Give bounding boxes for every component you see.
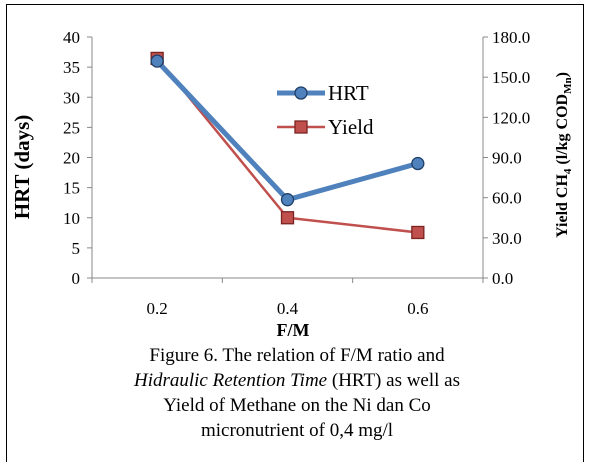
caption-line-3: Yield of Methane on the Ni dan Co [163, 395, 431, 416]
point-hrt [411, 156, 425, 171]
axes [91, 37, 484, 279]
legend: HRT Yield [277, 81, 374, 139]
caption-line-4: micronutrient of 0,4 mg/l [200, 420, 394, 441]
legend-label-yield: Yield [328, 115, 374, 139]
x-tick-label: 0.6 [407, 299, 428, 318]
figure-caption: Figure 6. The relation of F/M ratio and … [60, 343, 534, 443]
caption-line-2-rest: (HRT) as well as [327, 370, 461, 391]
y-ticks: 0 5 10 15 20 25 30 35 40 [63, 28, 92, 288]
y2-label-end: ) [554, 72, 571, 77]
y2-label-sub2: Mn [562, 77, 574, 94]
point-yield [280, 211, 295, 225]
y-tick-label: 20 [63, 149, 80, 168]
series-line-yield [156, 57, 418, 234]
y-axis-label: HRT (days) [10, 115, 34, 219]
legend-label-hrt: HRT [328, 81, 369, 105]
point-hrt [280, 193, 295, 207]
y2-label-mid: (l/kg COD [554, 94, 571, 169]
y-tick-label: 0 [72, 269, 81, 288]
y2-tick-label: 90.0 [492, 149, 522, 168]
caption-line-1: Figure 6. The relation of F/M ratio and [149, 345, 445, 366]
y2-tick-label: 120.0 [492, 108, 530, 127]
point-yield [411, 225, 425, 240]
x-ticks: 0.2 0.4 0.6 [91, 278, 484, 318]
y2-label-sub1: 4 [562, 168, 574, 174]
y-tick-label: 30 [63, 88, 80, 107]
y2-label-main: Yield CH [554, 174, 571, 238]
y2-tick-label: 0.0 [492, 269, 513, 288]
y-tick-label: 10 [63, 209, 80, 228]
y2-tick-label: 30.0 [492, 229, 522, 248]
y-tick-label: 15 [63, 179, 80, 198]
series-line-hrt [155, 59, 419, 203]
y2-tick-label: 150.0 [492, 68, 530, 87]
y2-axis-label: Yield CH4 (l/kg CODMn) [554, 72, 574, 238]
legend-marker-hrt [294, 86, 308, 100]
caption-line-2: Hidraulic Retention Time (HRT) as well a… [60, 368, 534, 393]
legend-marker-yield [294, 120, 308, 134]
series-lines [150, 51, 425, 240]
y-tick-label: 5 [72, 239, 81, 258]
y-tick-label: 35 [63, 58, 80, 77]
figure-frame [6, 4, 584, 462]
chart: 0 5 10 15 20 25 30 35 40 0.0 30.0 60.0 90.0 120.0 150… [10, 28, 574, 340]
y2-tick-label: 180.0 [492, 28, 530, 47]
y-tick-label: 25 [63, 118, 80, 137]
y2-ticks: 0.0 30.0 60.0 90.0 120.0 150.0 180.0 [483, 28, 530, 288]
x-tick-label: 0.4 [277, 299, 299, 318]
point-hrt [150, 54, 164, 68]
y-tick-label: 40 [63, 28, 80, 47]
x-tick-label: 0.2 [147, 299, 168, 318]
y2-tick-label: 60.0 [492, 189, 522, 208]
x-axis-label: F/M [277, 320, 310, 340]
caption-italic-term: Hidraulic Retention Time [133, 370, 328, 391]
